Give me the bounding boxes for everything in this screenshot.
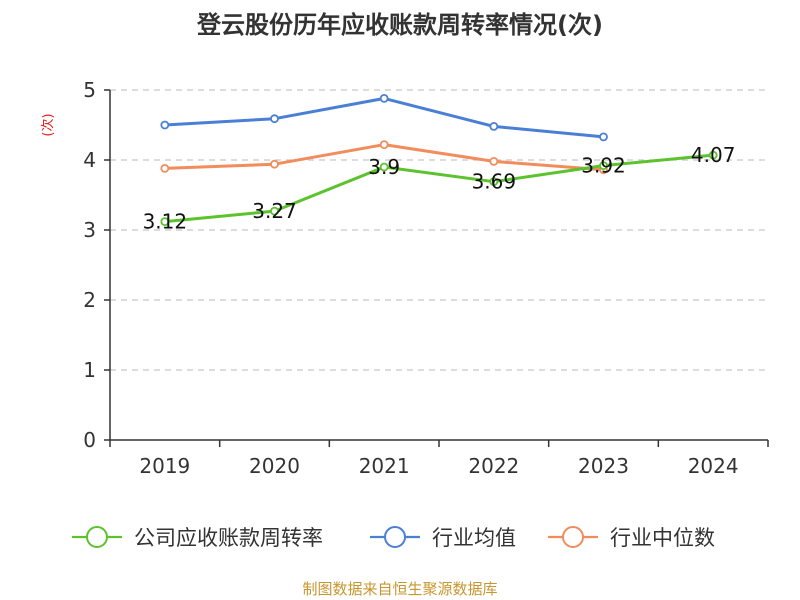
chart-title: 登云股份历年应收账款周转率情况(次) (196, 11, 603, 39)
data-point[interactable] (489, 122, 499, 131)
data-point[interactable] (160, 120, 170, 130)
data-point[interactable] (160, 217, 170, 227)
data-point[interactable] (160, 163, 170, 173)
legend[interactable]: 公司应收账款周转率 行业均值 行业中位数 (72, 526, 715, 550)
axes: 0 1 2 3 4 5 2019 2020 2021 2022 2023 2024 (83, 78, 769, 478)
data-point[interactable] (379, 140, 389, 150)
x-tick-label: 2021 (359, 454, 410, 478)
x-tick-label: 2023 (578, 454, 629, 478)
data-point[interactable] (489, 156, 499, 166)
y-tick-label: 0 (83, 428, 96, 452)
data-point[interactable] (379, 94, 389, 103)
data-point[interactable] (489, 177, 499, 187)
series-line (164, 153, 714, 224)
legend-marker (86, 526, 108, 548)
series-1 (160, 94, 608, 142)
data-label: 3.92 (581, 154, 626, 178)
legend-marker (562, 526, 584, 548)
data-point[interactable] (599, 132, 608, 142)
x-tick-label: 2020 (249, 454, 300, 478)
data-point[interactable] (379, 162, 389, 172)
data-point[interactable] (270, 159, 279, 169)
legend-label: 行业均值 (432, 526, 516, 550)
x-tick-label: 2019 (139, 454, 190, 478)
y-tick-label: 1 (83, 358, 96, 382)
data-point[interactable] (708, 150, 718, 160)
y-tick-label: 3 (83, 218, 96, 242)
data-point[interactable] (599, 161, 608, 171)
series-0 (160, 150, 718, 227)
series-line (164, 96, 604, 139)
data-labels: 3.12 3.27 3.9 3.69 3.92 4.07 (143, 143, 736, 234)
data-label: 3.69 (472, 170, 517, 194)
data-point[interactable] (270, 114, 279, 124)
legend-label: 公司应收账款周转率 (134, 526, 323, 550)
legend-item[interactable]: 公司应收账款周转率 (72, 526, 323, 550)
legend-item[interactable]: 行业中位数 (548, 526, 715, 550)
data-point[interactable] (270, 206, 279, 216)
y-tick-label: 4 (83, 148, 96, 172)
source-note: 制图数据来自恒生聚源数据库 (302, 580, 497, 598)
y-axis-label: (次) (40, 113, 56, 136)
x-tick-label: 2024 (688, 454, 739, 478)
legend-marker (384, 526, 406, 548)
x-tick-label: 2022 (468, 454, 519, 478)
legend-item[interactable]: 行业均值 (370, 526, 516, 550)
data-label: 3.12 (143, 210, 188, 234)
series (160, 94, 718, 227)
y-tick-label: 2 (83, 288, 96, 312)
data-label: 4.07 (691, 143, 736, 167)
data-label: 3.9 (368, 155, 400, 179)
data-label: 3.27 (252, 199, 297, 223)
y-tick-label: 5 (83, 78, 96, 102)
grid-lines (110, 89, 768, 371)
legend-label: 行业中位数 (610, 526, 715, 550)
